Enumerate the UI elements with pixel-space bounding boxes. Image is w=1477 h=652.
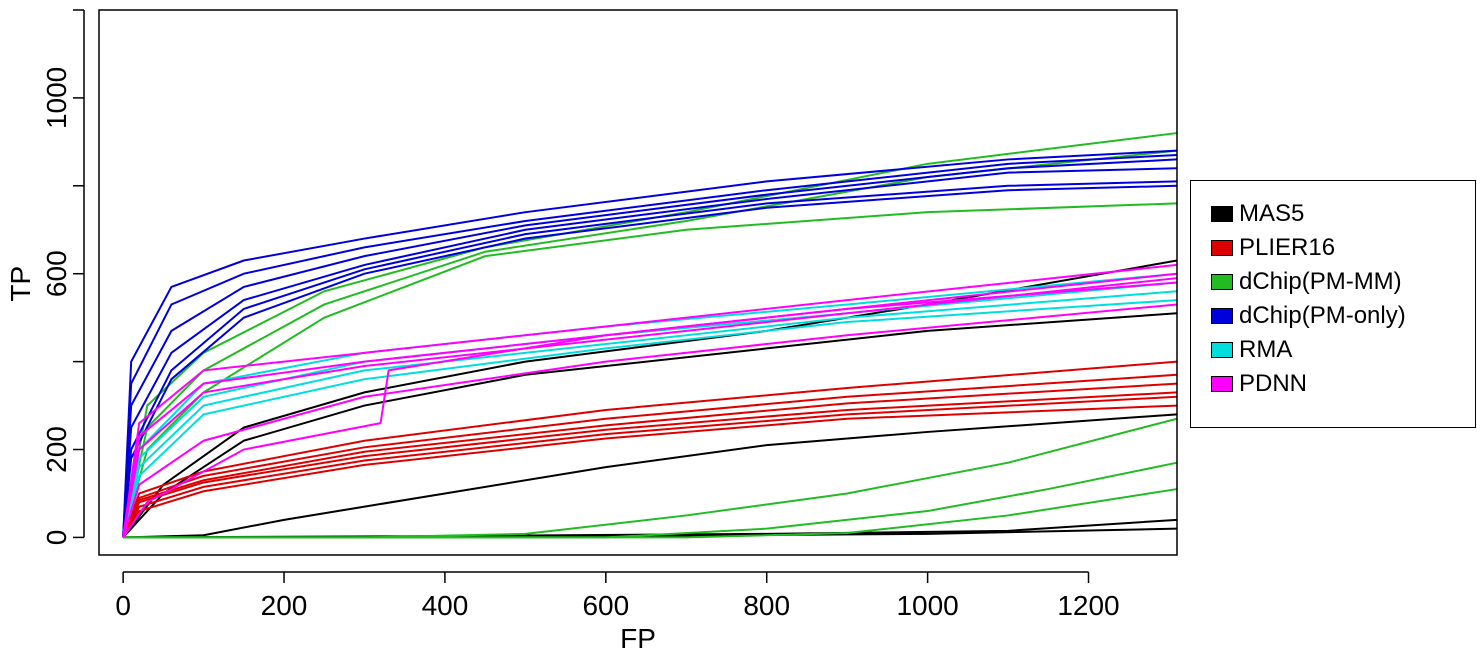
x-axis: 0 200 400 600 800 1000 1200 xyxy=(115,571,1120,621)
legend: MAS5 PLIER16 dChip(PM-MM) dChip(PM-only)… xyxy=(1190,180,1476,428)
series-line-dchip-pm-mm-3 xyxy=(122,202,1178,538)
series-line-pdnn-1 xyxy=(122,263,1178,538)
legend-label-dchip-pm-only: dChip(PM-only) xyxy=(1239,302,1406,329)
series-line-pdnn-4 xyxy=(122,281,1178,538)
legend-swatch-mas5 xyxy=(1211,206,1233,222)
x-tick-label: 0 xyxy=(115,590,131,621)
series-line-dchip-pm-mm-1 xyxy=(122,132,1178,538)
legend-label-pdnn: PDNN xyxy=(1239,370,1308,397)
plot-frame xyxy=(98,9,1178,556)
series-line-mas5-1 xyxy=(122,259,1178,539)
legend-swatch-rma xyxy=(1211,342,1233,358)
y-tick-label: 600 xyxy=(41,250,72,297)
legend-item-plier16: PLIER16 xyxy=(1211,236,1335,260)
legend-swatch-pdnn xyxy=(1211,376,1233,392)
legend-swatch-plier16 xyxy=(1211,240,1233,256)
series-line-rma-4 xyxy=(122,299,1178,538)
x-axis-label: FP xyxy=(620,623,656,652)
legend-label-dchip-pm-mm: dChip(PM-MM) xyxy=(1239,268,1402,295)
x-tick-label: 1200 xyxy=(1057,590,1119,621)
series-line-plier16-1 xyxy=(122,360,1178,538)
legend-swatch-dchip-pm-only xyxy=(1211,308,1233,324)
series-line-dchip-pm-only-2 xyxy=(122,154,1178,538)
legend-item-pdnn: PDNN xyxy=(1211,372,1307,396)
legend-item-rma: RMA xyxy=(1211,338,1292,362)
legend-item-mas5: MAS5 xyxy=(1211,202,1304,226)
series-line-dchip-pm-only-1 xyxy=(122,149,1178,538)
series-line-plier16-5 xyxy=(122,395,1178,538)
series-line-pdnn-5 xyxy=(122,303,1178,538)
x-tick-label: 800 xyxy=(743,590,790,621)
series-line-dchip-pm-mm-6 xyxy=(123,488,1178,539)
plot-lines xyxy=(122,132,1178,539)
series-line-plier16-6 xyxy=(122,404,1178,538)
legend-label-rma: RMA xyxy=(1239,336,1293,363)
x-tick-label: 600 xyxy=(582,590,629,621)
series-line-dchip-pm-only-5 xyxy=(122,180,1178,538)
y-tick-label: 0 xyxy=(41,530,72,546)
series-line-plier16-3 xyxy=(122,382,1178,538)
series-line-dchip-pm-only-4 xyxy=(122,167,1178,538)
y-axis-label: TP xyxy=(5,266,36,302)
series-line-rma-3 xyxy=(122,290,1178,538)
series-line-dchip-pm-mm-2 xyxy=(122,149,1178,538)
series-line-dchip-pm-only-3 xyxy=(122,158,1178,538)
y-axis: 0 200 600 1000 xyxy=(41,9,85,546)
legend-item-dchip-pm-only: dChip(PM-only) xyxy=(1211,304,1406,328)
series-line-pdnn-3 xyxy=(122,277,1178,538)
x-tick-label: 200 xyxy=(261,590,308,621)
legend-item-dchip-pm-mm: dChip(PM-MM) xyxy=(1211,270,1402,294)
x-tick-label: 1000 xyxy=(896,590,958,621)
legend-label-plier16: PLIER16 xyxy=(1239,234,1336,261)
series-line-plier16-2 xyxy=(122,373,1178,538)
series-line-plier16-4 xyxy=(122,391,1178,538)
x-tick-label: 400 xyxy=(422,590,469,621)
y-tick-label: 1000 xyxy=(41,67,72,129)
series-line-mas5-3 xyxy=(123,413,1178,539)
legend-label-mas5: MAS5 xyxy=(1239,200,1305,227)
y-tick-label: 200 xyxy=(41,426,72,473)
legend-swatch-dchip-pm-mm xyxy=(1211,274,1233,290)
